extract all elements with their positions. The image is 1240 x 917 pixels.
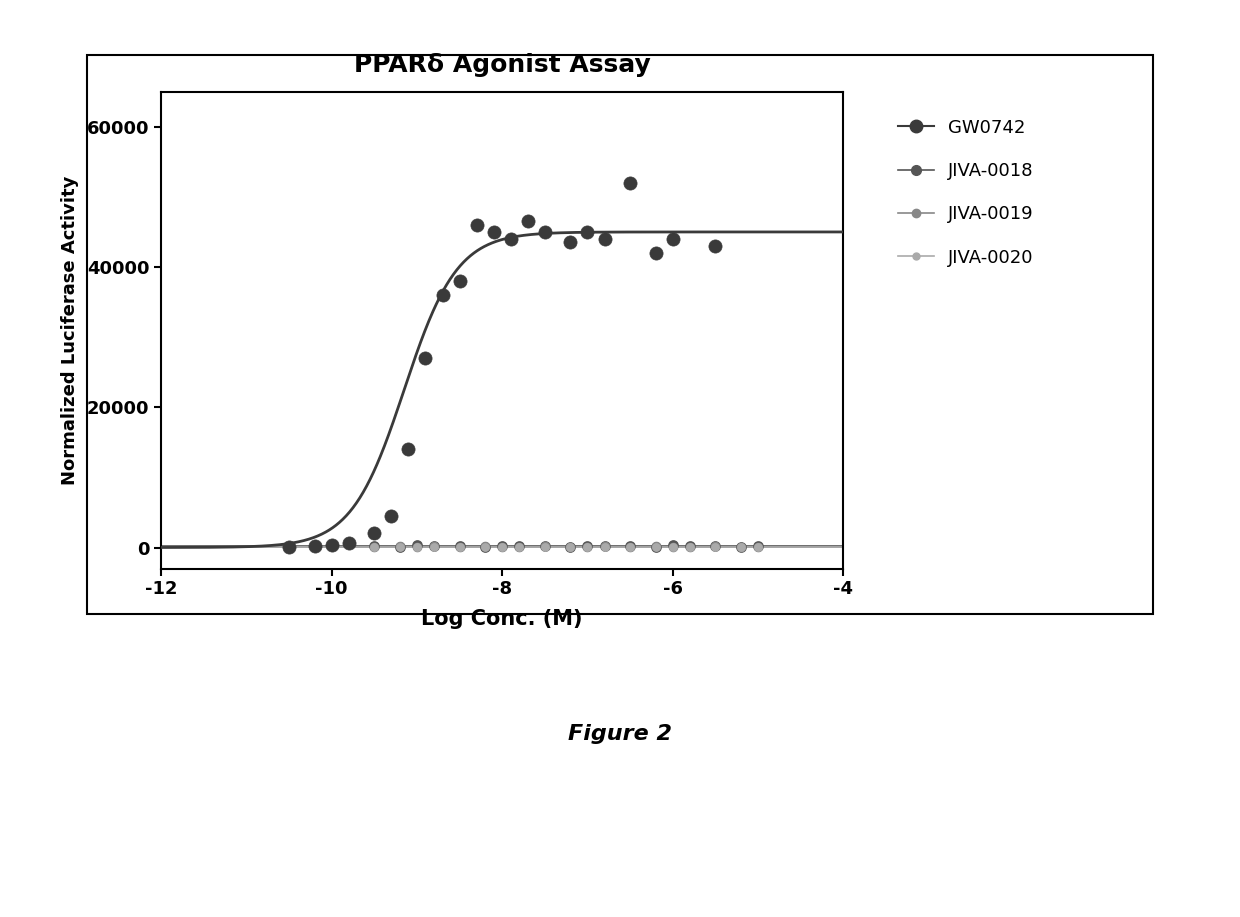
Point [595,232,615,247]
Point [407,539,427,554]
Point [534,539,554,554]
Point [534,539,554,554]
Point [407,539,427,554]
Point [534,539,554,554]
Point [450,539,470,554]
Point [646,539,666,554]
Point [424,539,444,554]
Point [501,232,521,247]
Point [560,539,580,554]
Point [279,539,299,554]
Point [415,351,435,366]
Point [595,540,615,555]
Point [424,539,444,554]
Point [646,246,666,260]
Point [450,539,470,554]
Point [339,536,358,550]
Point [475,539,495,554]
Point [322,537,342,552]
Point [680,539,699,554]
Point [578,539,598,554]
Point [365,540,384,555]
Point [510,539,529,554]
Point [706,539,725,554]
X-axis label: Log Conc. (M): Log Conc. (M) [422,610,583,629]
Title: PPARδ Agonist Assay: PPARδ Agonist Assay [353,53,651,77]
Point [706,539,725,554]
Point [398,442,418,457]
Point [365,526,384,541]
Point [578,539,598,554]
Text: Figure 2: Figure 2 [568,724,672,744]
Point [620,539,640,554]
Point [578,539,598,554]
Point [748,539,768,554]
Point [466,217,486,232]
Point [646,539,666,554]
Point [450,539,470,554]
Point [560,235,580,249]
Point [706,539,725,554]
Point [424,540,444,555]
Point [510,540,529,555]
Point [475,539,495,554]
Legend: GW0742, JIVA-0018, JIVA-0019, JIVA-0020: GW0742, JIVA-0018, JIVA-0019, JIVA-0020 [879,101,1052,284]
Point [662,232,682,247]
Point [748,539,768,554]
Point [662,539,682,554]
Point [484,225,503,239]
Point [748,539,768,554]
Point [560,539,580,554]
Point [680,539,699,554]
Point [382,509,402,524]
Point [492,538,512,553]
Point [560,539,580,554]
Point [365,539,384,554]
Point [578,225,598,239]
Point [433,288,453,303]
Point [595,539,615,554]
Point [680,539,699,554]
Point [407,538,427,553]
Point [475,539,495,554]
Point [492,539,512,554]
Point [518,214,538,228]
Point [732,540,751,555]
Point [510,539,529,554]
Point [492,539,512,554]
Point [391,539,410,554]
Point [365,539,384,554]
Point [534,225,554,239]
Point [450,273,470,288]
Point [595,539,615,554]
Point [706,238,725,253]
Point [620,539,640,554]
Point [662,540,682,555]
Point [391,539,410,554]
Point [662,538,682,553]
Point [732,539,751,554]
Point [646,539,666,554]
Point [620,539,640,554]
Point [305,539,325,554]
Point [391,539,410,554]
Y-axis label: Normalized Luciferase Activity: Normalized Luciferase Activity [61,175,78,485]
Point [732,539,751,554]
Point [620,175,640,190]
